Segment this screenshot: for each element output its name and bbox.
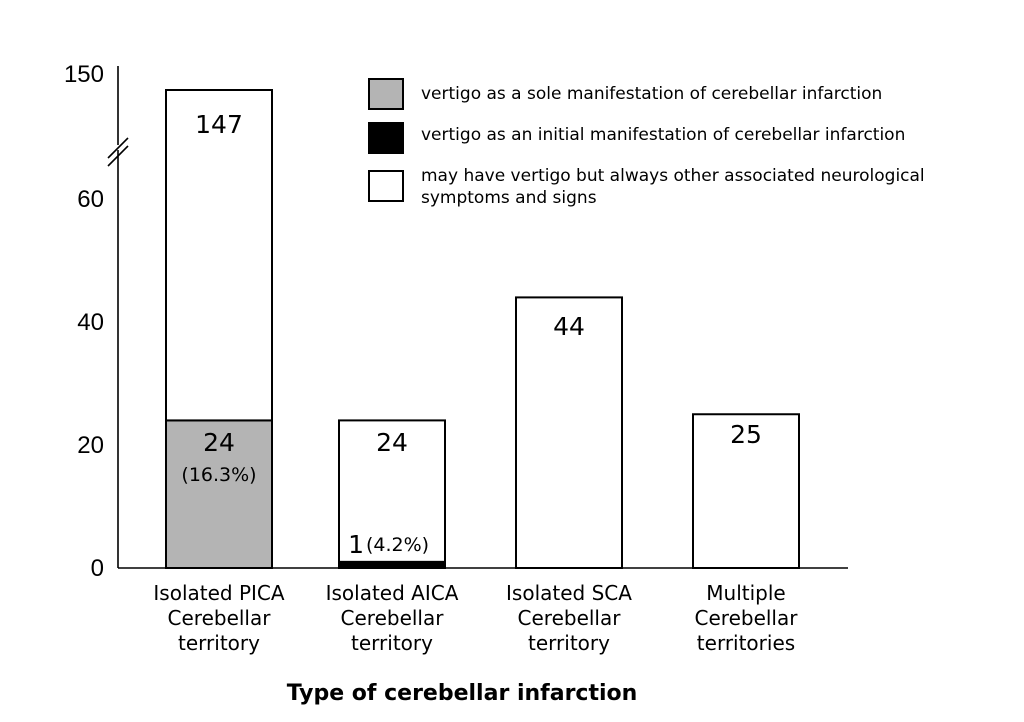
category-label: Cerebellar bbox=[168, 606, 272, 630]
category-label: Multiple bbox=[706, 581, 785, 605]
data-label: 147 bbox=[195, 110, 243, 139]
legend-entry: may have vertigo but always other associ… bbox=[421, 166, 925, 186]
category-label: Cerebellar bbox=[518, 606, 622, 630]
legend: vertigo as a sole manifestation of cereb… bbox=[368, 78, 925, 208]
category-label: territories bbox=[697, 631, 795, 655]
bar-segment-sole bbox=[165, 419, 273, 569]
category-labels-group: Isolated PICACerebellarterritoryIsolated… bbox=[153, 581, 798, 655]
data-label: 44 bbox=[553, 312, 585, 341]
y-ticks-group: 0 20 40 60 150 bbox=[64, 61, 104, 582]
category-label: Isolated PICA bbox=[153, 581, 284, 605]
x-axis-title: Type of cerebellar infarction bbox=[287, 681, 638, 706]
bar-segment-other bbox=[338, 419, 446, 563]
data-label: (4.2%) bbox=[366, 534, 429, 556]
axis-break-mark-1 bbox=[107, 145, 129, 167]
category-label: Cerebellar bbox=[695, 606, 799, 630]
data-label: 24 bbox=[376, 428, 408, 457]
y-tick-label: 60 bbox=[77, 186, 104, 213]
legend-swatch-other bbox=[368, 170, 404, 202]
legend-entry: vertigo as an initial manifestation of c… bbox=[421, 125, 905, 145]
data-label: (16.3%) bbox=[181, 464, 256, 486]
category-label: Cerebellar bbox=[341, 606, 445, 630]
legend-entry: vertigo as a sole manifestation of cereb… bbox=[421, 84, 882, 104]
bar-segment-other bbox=[165, 89, 273, 422]
axis-break-mark-2 bbox=[107, 137, 129, 159]
data-label: 1 bbox=[348, 530, 364, 559]
bars-group bbox=[165, 89, 800, 569]
y-tick-label: 150 bbox=[64, 61, 104, 88]
bar-segment-other bbox=[692, 413, 800, 569]
legend-entry: symptoms and signs bbox=[421, 188, 597, 208]
category-label: territory bbox=[178, 631, 260, 655]
bar-segment-other bbox=[515, 296, 623, 569]
legend-swatch-sole bbox=[368, 78, 404, 110]
y-tick-label: 40 bbox=[77, 309, 104, 336]
category-label: Isolated AICA bbox=[326, 581, 459, 605]
data-label: 25 bbox=[730, 420, 762, 449]
data-labels-group: 147 24 (16.3%) 24 1 (4.2%) 44 25 bbox=[181, 110, 762, 559]
y-tick-label: 0 bbox=[91, 555, 104, 582]
category-label: territory bbox=[528, 631, 610, 655]
category-label: territory bbox=[351, 631, 433, 655]
axes-group bbox=[107, 66, 848, 569]
legend-swatch-initial bbox=[368, 122, 404, 154]
y-tick-label: 20 bbox=[77, 432, 104, 459]
category-label: Isolated SCA bbox=[506, 581, 632, 605]
data-label: 24 bbox=[203, 428, 235, 457]
